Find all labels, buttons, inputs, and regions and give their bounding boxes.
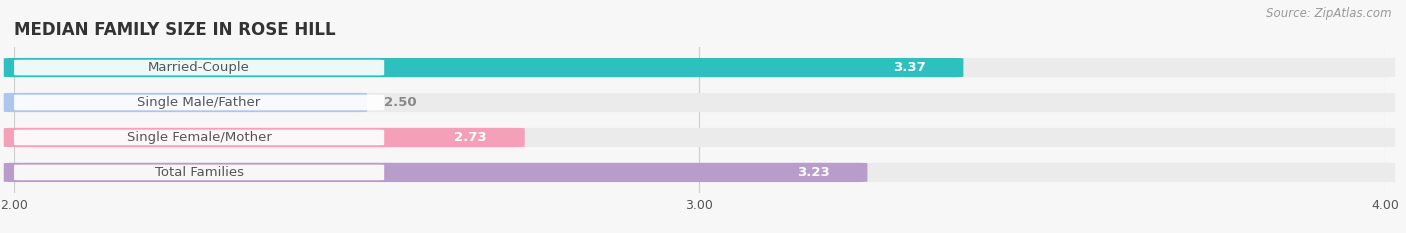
Text: Total Families: Total Families [155,166,243,179]
Text: Single Male/Father: Single Male/Father [138,96,260,109]
FancyBboxPatch shape [14,130,384,145]
Text: 3.37: 3.37 [893,61,925,74]
FancyBboxPatch shape [4,58,1395,77]
FancyBboxPatch shape [14,165,384,180]
Text: 2.73: 2.73 [454,131,486,144]
FancyBboxPatch shape [4,93,1395,112]
FancyBboxPatch shape [4,128,1395,147]
FancyBboxPatch shape [4,163,868,182]
FancyBboxPatch shape [4,58,963,77]
FancyBboxPatch shape [14,60,384,75]
Text: Single Female/Mother: Single Female/Mother [127,131,271,144]
FancyBboxPatch shape [4,128,524,147]
FancyBboxPatch shape [4,93,367,112]
Text: 3.23: 3.23 [797,166,830,179]
FancyBboxPatch shape [4,163,1395,182]
Text: 2.50: 2.50 [384,96,416,109]
Text: MEDIAN FAMILY SIZE IN ROSE HILL: MEDIAN FAMILY SIZE IN ROSE HILL [14,21,336,39]
Text: Source: ZipAtlas.com: Source: ZipAtlas.com [1267,7,1392,20]
FancyBboxPatch shape [14,95,384,110]
Text: Married-Couple: Married-Couple [148,61,250,74]
